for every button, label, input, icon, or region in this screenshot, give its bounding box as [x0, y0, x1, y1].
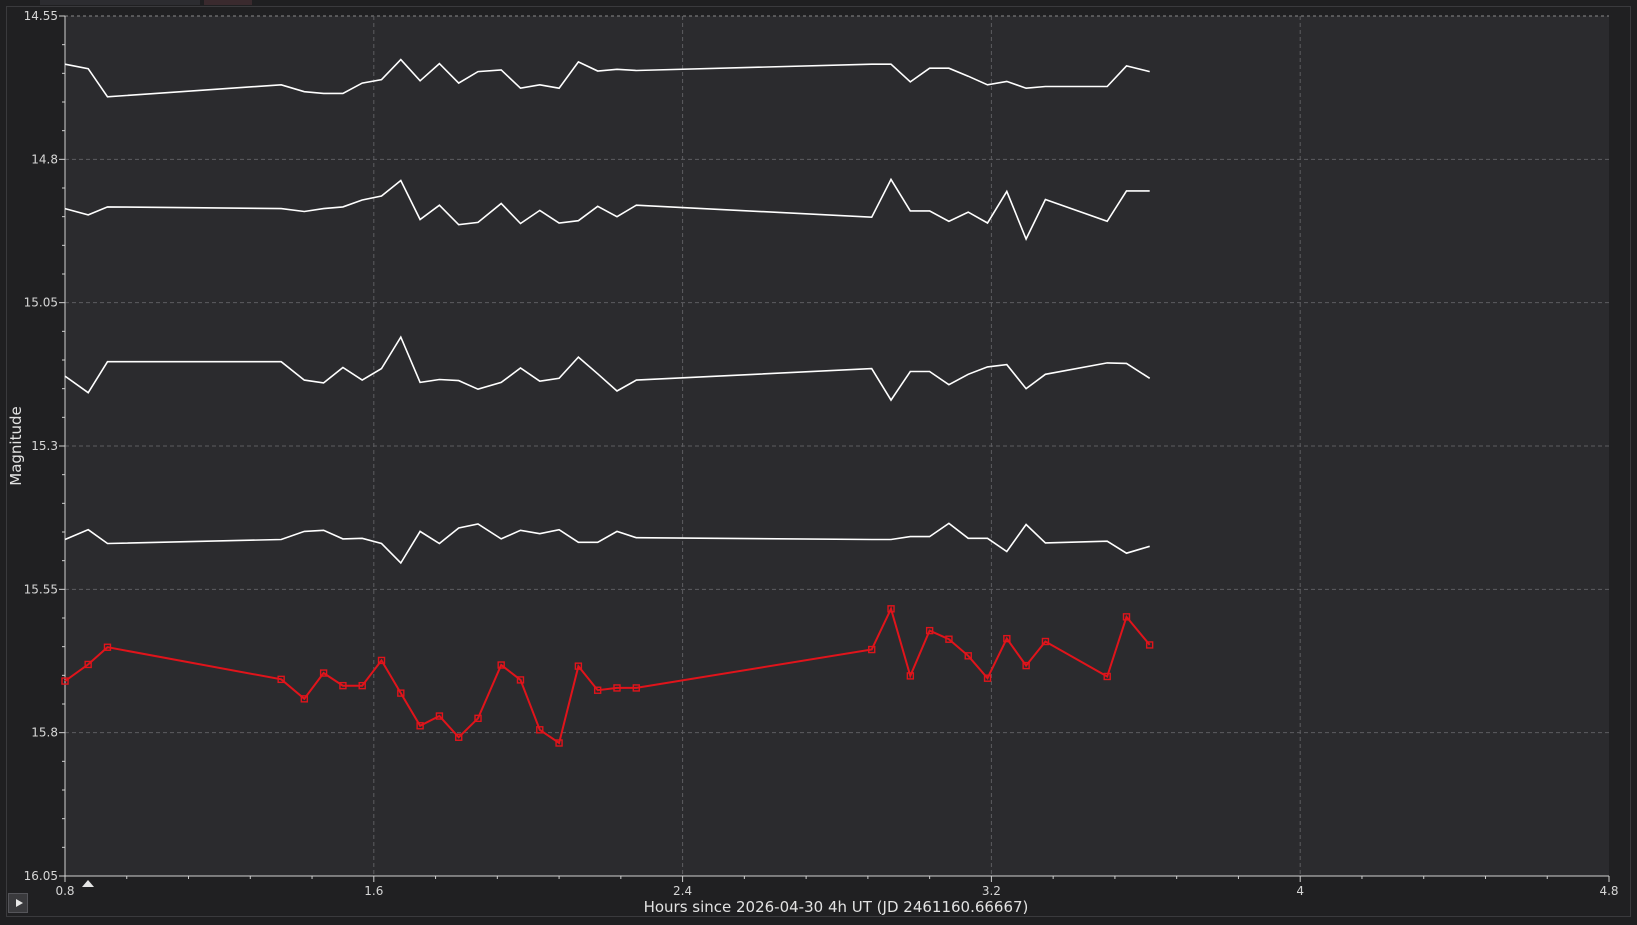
series-line-5: [64, 605, 1151, 745]
data-point-marker[interactable]: [339, 681, 347, 690]
data-point-marker[interactable]: [84, 660, 92, 669]
y-tick-label: 15.55: [24, 582, 58, 596]
data-point-marker[interactable]: [868, 645, 876, 654]
x-tick-label: 1.6: [364, 884, 383, 898]
play-button[interactable]: [8, 893, 28, 913]
data-point-marker[interactable]: [983, 674, 992, 682]
data-point-marker[interactable]: [300, 695, 309, 703]
data-point-marker[interactable]: [574, 662, 583, 670]
series-line-4: [64, 522, 1150, 565]
y-tick-label: 15.05: [24, 296, 58, 310]
data-point-marker[interactable]: [319, 669, 328, 677]
y-tick-label: 14.55: [24, 9, 58, 23]
data-point-marker[interactable]: [593, 686, 602, 694]
data-point-marker[interactable]: [1145, 641, 1154, 649]
x-tick-label: 3.2: [982, 884, 1001, 898]
y-tick-label: 15.8: [31, 726, 58, 740]
data-point-marker[interactable]: [1003, 634, 1011, 643]
data-point-marker[interactable]: [1041, 637, 1050, 646]
y-tick-label: 16.05: [24, 869, 58, 883]
tab-inactive[interactable]: [40, 0, 200, 5]
data-point-marker[interactable]: [516, 676, 525, 684]
data-point-marker[interactable]: [964, 652, 972, 660]
data-point-marker[interactable]: [497, 661, 505, 669]
y-tick-label: 15.3: [31, 439, 58, 453]
y-axis-label: Magnitude: [7, 406, 25, 485]
data-point-marker[interactable]: [61, 677, 69, 685]
x-tick-label: 0.8: [55, 884, 74, 898]
data-point-marker[interactable]: [945, 635, 953, 643]
series-line-2: [64, 177, 1150, 241]
data-point-marker[interactable]: [103, 643, 112, 651]
data-point-marker[interactable]: [1103, 672, 1111, 681]
data-point-marker[interactable]: [358, 681, 366, 690]
data-point-marker[interactable]: [277, 675, 285, 684]
tab-active[interactable]: [204, 0, 252, 5]
data-point-marker[interactable]: [474, 714, 482, 723]
data-point-marker[interactable]: [632, 684, 640, 692]
tab-strip: [0, 0, 260, 5]
data-point-marker[interactable]: [377, 656, 386, 665]
data-point-marker[interactable]: [1022, 661, 1030, 670]
y-tick-label: 14.8: [31, 152, 58, 166]
data-point-marker[interactable]: [613, 684, 621, 692]
series-line-1: [64, 58, 1150, 98]
data-point-marker[interactable]: [455, 733, 463, 741]
data-point-marker[interactable]: [416, 722, 424, 730]
data-point-marker[interactable]: [397, 689, 405, 697]
data-point-marker[interactable]: [925, 626, 934, 635]
data-point-marker[interactable]: [555, 739, 563, 747]
x-tick-label: 4.8: [1599, 884, 1618, 898]
data-point-marker[interactable]: [1122, 613, 1131, 621]
x-tick-label: 4: [1296, 884, 1304, 898]
x-axis-label: Hours since 2026-04-30 4h UT (JD 2461160…: [644, 898, 1029, 916]
x-tick-label: 2.4: [673, 884, 692, 898]
up-triangle-icon[interactable]: [82, 880, 94, 887]
data-point-marker[interactable]: [536, 726, 544, 734]
data-point-marker[interactable]: [435, 712, 444, 720]
data-point-marker[interactable]: [906, 672, 915, 680]
series-line-3: [64, 335, 1151, 402]
data-point-marker[interactable]: [887, 605, 895, 613]
